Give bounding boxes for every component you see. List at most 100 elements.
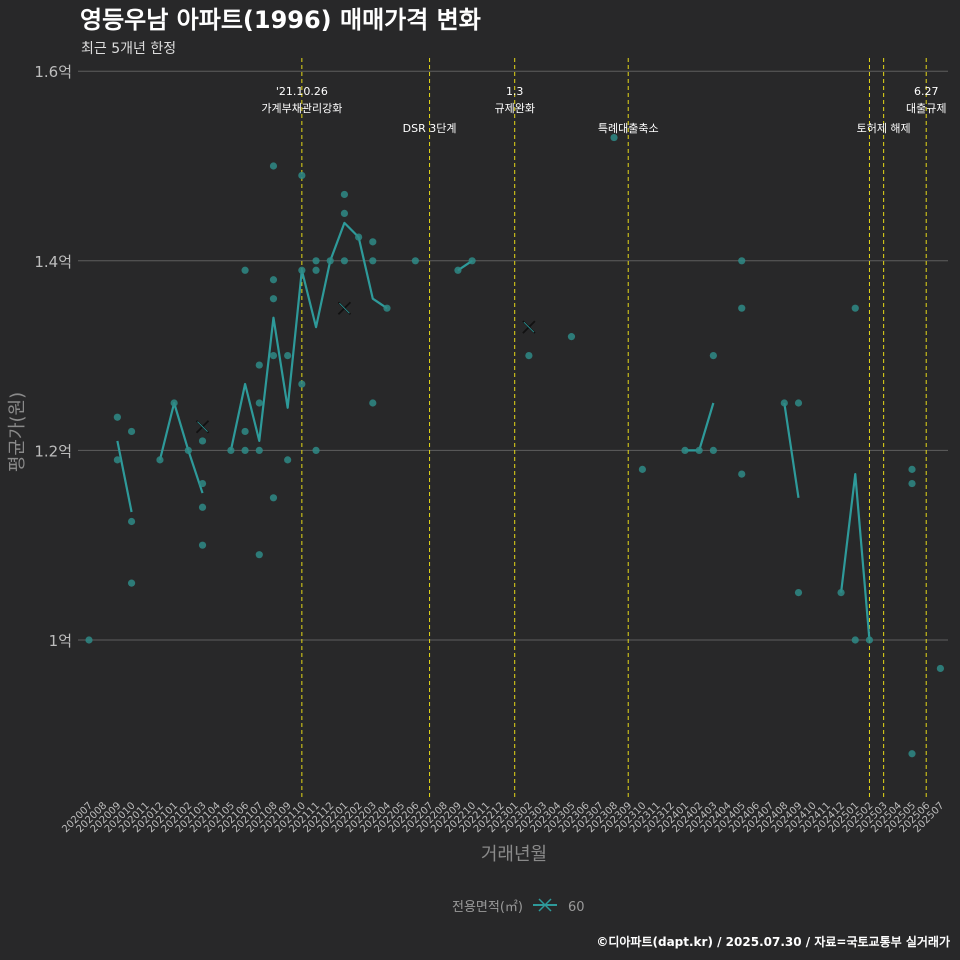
data-point — [284, 456, 292, 464]
caption: ©디아파트(dapt.kr) / 2025.07.30 / 자료=국토교통부 실… — [596, 934, 950, 949]
series-line-segment — [783, 402, 800, 498]
y-axis-ticks: 1억 1.2억 1.4억 1.6억 — [34, 63, 72, 650]
series-line-segment — [839, 473, 871, 641]
data-point — [255, 399, 263, 407]
data-point — [610, 133, 618, 142]
data-point — [198, 503, 207, 511]
data-point — [298, 171, 306, 180]
data-point — [837, 589, 845, 597]
series-line-segment — [229, 221, 388, 451]
data-point — [227, 446, 235, 454]
event-label: 규제완화 — [494, 102, 534, 115]
data-point — [567, 333, 576, 341]
data-point — [269, 295, 278, 303]
data-point — [241, 446, 249, 454]
data-point — [709, 352, 717, 360]
legend-key-icon — [533, 898, 557, 912]
event-label: 특례대출축소 — [598, 122, 659, 135]
data-point — [709, 446, 717, 454]
data-point — [340, 209, 349, 217]
data-point — [269, 494, 278, 502]
event-label: '21.10.26 — [276, 85, 328, 98]
chart-subtitle: 최근 5개년 한정 — [81, 41, 176, 57]
data-point — [794, 399, 803, 407]
event-label: 1.3 — [506, 85, 524, 98]
data-point — [269, 276, 278, 284]
average-markers — [195, 301, 536, 434]
average-x-marker — [337, 301, 352, 315]
chart-title: 영등우남 아파트(1996) 매매가격 변화 — [80, 6, 481, 34]
data-point — [851, 304, 859, 312]
event-label: 대출규제 — [906, 102, 946, 115]
series-line-segment — [684, 402, 715, 452]
data-point — [326, 257, 334, 265]
data-point — [312, 257, 320, 265]
y-tick-label: 1억 — [49, 632, 72, 650]
data-point — [369, 399, 377, 407]
average-x-marker — [195, 420, 210, 434]
data-point — [681, 446, 689, 454]
y-axis-title: 평균가(원) — [7, 392, 28, 472]
y-tick-label: 1.2억 — [34, 442, 72, 460]
x-axis-title: 거래년월 — [481, 844, 547, 865]
data-point — [369, 257, 377, 265]
data-point — [865, 636, 874, 644]
data-point — [269, 162, 278, 170]
data-point — [298, 266, 306, 274]
legend-entry-60: 60 — [568, 900, 585, 915]
data-point — [369, 238, 377, 246]
data-point — [454, 266, 462, 274]
data-point — [113, 456, 121, 464]
data-point — [908, 750, 916, 758]
data-point — [525, 352, 533, 360]
data-point — [383, 304, 391, 312]
data-point — [184, 446, 192, 454]
data-point — [312, 446, 320, 454]
event-label: DSR 3단계 — [403, 122, 457, 135]
data-point — [241, 427, 249, 436]
data-point — [127, 517, 136, 526]
data-point — [255, 361, 263, 369]
data-point — [908, 465, 916, 473]
data-point — [936, 664, 945, 673]
series-lines — [116, 221, 871, 641]
average-x-marker — [522, 320, 536, 334]
data-point — [198, 541, 207, 549]
data-point — [851, 636, 859, 644]
data-point — [355, 233, 363, 241]
data-point — [638, 465, 647, 473]
series-line-segment — [116, 440, 133, 513]
data-point — [738, 257, 746, 265]
series-line-segment — [158, 401, 204, 494]
data-point — [780, 399, 788, 407]
data-point — [312, 266, 320, 274]
data-point — [340, 257, 349, 265]
data-point — [298, 380, 306, 388]
data-point — [255, 551, 263, 559]
data-point — [170, 399, 178, 407]
data-point — [113, 413, 121, 421]
data-point — [198, 479, 207, 488]
data-point — [127, 427, 136, 436]
data-point — [85, 636, 93, 644]
data-point — [468, 257, 476, 265]
data-point — [241, 266, 249, 274]
grid — [78, 70, 948, 641]
data-point — [695, 446, 703, 454]
data-point — [198, 437, 207, 445]
y-tick-label: 1.6억 — [34, 63, 72, 81]
data-point — [156, 456, 164, 464]
data-point — [738, 470, 746, 478]
data-point — [255, 446, 263, 454]
event-label: 6.27 — [914, 85, 939, 98]
data-point — [127, 579, 136, 587]
data-point — [738, 304, 746, 312]
data-point — [794, 589, 803, 597]
legend: 전용면적(㎡) 60 — [452, 898, 585, 915]
x-axis-ticks: 2020072020082020092020102020112020122021… — [60, 800, 946, 835]
event-label: 토허제 해제 — [857, 121, 911, 135]
legend-title: 전용면적(㎡) — [452, 900, 523, 915]
data-point — [269, 352, 278, 360]
